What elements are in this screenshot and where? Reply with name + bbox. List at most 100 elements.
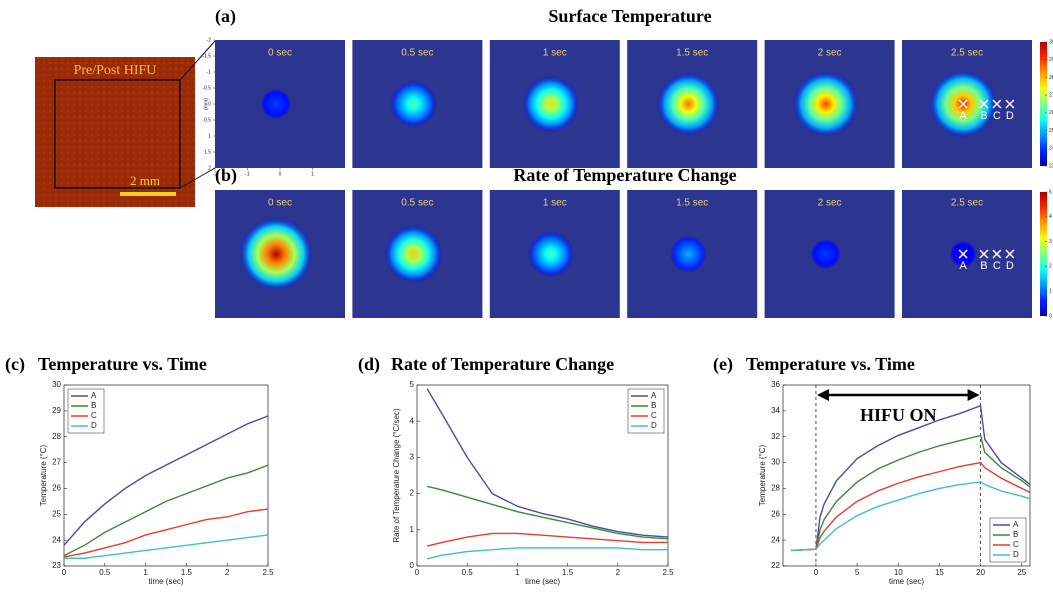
axis-tick-label: 0 xyxy=(279,171,282,177)
chart-tag: (d) xyxy=(358,354,380,375)
point-label: A xyxy=(959,260,967,272)
frame-label: 0.5 sec xyxy=(401,48,433,59)
colorbar xyxy=(1040,192,1047,316)
axis-tick-label: 1 xyxy=(208,133,211,139)
x-tick-label: 20 xyxy=(976,568,985,577)
frame-label: 1.5 sec xyxy=(676,48,708,59)
axis-tick-label: -2 xyxy=(207,37,212,43)
y-tick-label: 29 xyxy=(52,406,61,415)
axis-label: (mm) xyxy=(203,98,209,110)
series-line xyxy=(791,404,1031,552)
colorbar-tick-label: 25 xyxy=(1049,128,1053,134)
y-tick-label: 25 xyxy=(52,509,61,518)
x-tick-label: 1 xyxy=(143,568,148,577)
y-tick-label: 26 xyxy=(52,484,61,493)
colorbar xyxy=(1040,42,1047,166)
photo xyxy=(35,57,195,207)
series-line xyxy=(791,461,1031,552)
legend-label: D xyxy=(651,421,657,430)
colorbar-tick-label: 24 xyxy=(1049,146,1053,152)
point-marker xyxy=(979,249,989,259)
point-marker xyxy=(958,249,968,259)
y-tick-label: 27 xyxy=(52,458,61,467)
panel-tag: (a) xyxy=(215,6,236,27)
x-tick-label: 1 xyxy=(515,568,520,577)
scale-bar xyxy=(120,192,176,196)
y-tick-label: 32 xyxy=(771,432,780,441)
point-label: C xyxy=(993,110,1001,122)
zoom-box xyxy=(54,79,181,189)
y-tick-label: 24 xyxy=(52,535,61,544)
series-line xyxy=(791,434,1031,552)
point-label: D xyxy=(1006,110,1014,122)
y-tick-label: 4 xyxy=(410,416,415,425)
point-marker xyxy=(1005,249,1015,259)
colorbar-tick-label: 28 xyxy=(1049,75,1053,81)
colorbar-tick-label: 30 xyxy=(1049,39,1053,45)
series-line xyxy=(64,534,269,559)
x-tick-label: 25 xyxy=(1017,568,1026,577)
legend-label: A xyxy=(91,391,97,400)
point-label: A xyxy=(959,110,967,122)
colorbar-tick-label: 5 xyxy=(1049,189,1052,195)
series-line xyxy=(426,547,668,560)
legend-label: D xyxy=(91,421,97,430)
zoom-line xyxy=(179,40,216,81)
frame-label: 1 sec xyxy=(543,198,567,209)
point-label: C xyxy=(993,260,1001,272)
point-marker xyxy=(992,99,1002,109)
y-tick-label: 2 xyxy=(410,489,415,498)
frame-label: 2.5 sec xyxy=(951,48,983,59)
point-label: B xyxy=(980,260,987,272)
frame-label: 1 sec xyxy=(543,48,567,59)
legend-label: D xyxy=(1013,550,1019,559)
chart-title: Rate of Temperature Change xyxy=(391,354,614,374)
x-tick-label: 2 xyxy=(225,568,230,577)
point-marker xyxy=(992,249,1002,259)
colorbar-tick-label: 2 xyxy=(1049,264,1052,270)
legend-label: B xyxy=(1013,530,1018,539)
heatmap-blob xyxy=(522,75,580,133)
legend-label: C xyxy=(1013,540,1019,549)
frame-label: 0 sec xyxy=(268,48,292,59)
colorbar-tick-label: 4 xyxy=(1049,214,1052,220)
series-line xyxy=(63,508,269,558)
y-tick-label: 30 xyxy=(771,458,780,467)
x-tick-label: 0 xyxy=(415,568,420,577)
y-tick-label: 1 xyxy=(410,525,415,534)
axis-tick-label: 0.5 xyxy=(204,117,211,123)
point-label: D xyxy=(1006,260,1014,272)
y-tick-label: 34 xyxy=(771,406,780,415)
heatmap-blob xyxy=(239,217,313,291)
chart-title: Temperature vs. Time xyxy=(746,354,915,374)
heatmap-blob xyxy=(656,72,720,136)
y-axis-label: Temperature (°C) xyxy=(39,444,48,506)
frame-label: 0.5 sec xyxy=(401,198,433,209)
series-line xyxy=(426,388,669,538)
colorbar-tick-label: 29 xyxy=(1049,57,1053,63)
chart-tag: (c) xyxy=(5,354,25,375)
heatmap-blob xyxy=(810,238,841,270)
x-tick-label: 1.5 xyxy=(562,568,574,577)
panel-title: Rate of Temperature Change xyxy=(513,165,736,185)
axis-tick-label: 0 xyxy=(208,101,211,107)
y-tick-label: 22 xyxy=(771,561,780,570)
axis-tick-label: -0.5 xyxy=(202,85,211,91)
frame-label: 2 sec xyxy=(818,48,842,59)
y-tick-label: 28 xyxy=(52,432,61,441)
zoom-line xyxy=(179,167,216,189)
x-tick-label: 2.5 xyxy=(662,568,674,577)
x-axis-label: time (sec) xyxy=(889,577,924,586)
frame-label: 2 sec xyxy=(818,198,842,209)
heatmap-blob xyxy=(384,224,443,284)
series-line xyxy=(63,415,269,546)
chart-title: Temperature vs. Time xyxy=(38,354,207,374)
y-tick-label: 24 xyxy=(771,535,780,544)
legend-label: B xyxy=(91,401,96,410)
panel-tag: (b) xyxy=(215,165,237,186)
y-tick-label: 30 xyxy=(52,380,61,389)
scale-label: 2 mm xyxy=(130,173,160,188)
photo-label: Pre/Post HIFU xyxy=(74,63,157,78)
colorbar-tick-label: 27 xyxy=(1049,92,1053,98)
series-line xyxy=(426,485,669,540)
